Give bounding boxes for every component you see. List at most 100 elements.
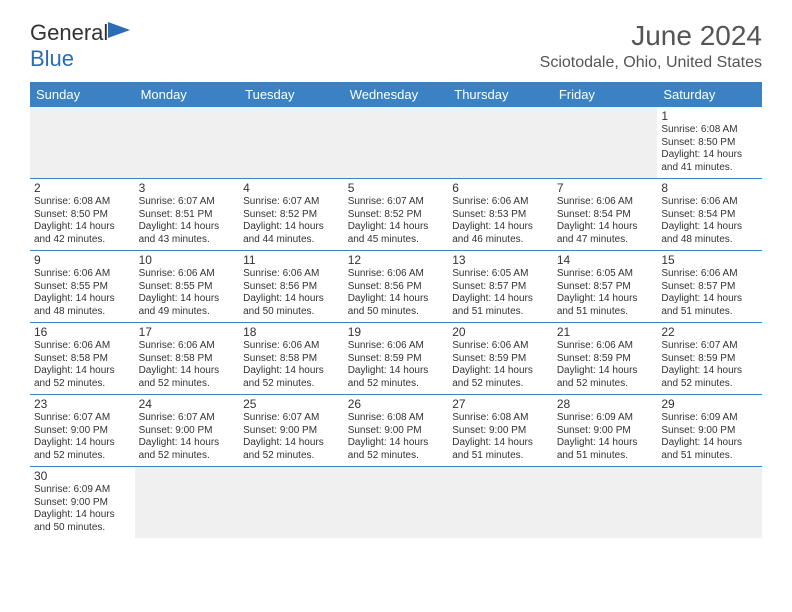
day-number: 18 [243, 325, 340, 339]
day-info: Sunrise: 6:08 AMSunset: 9:00 PMDaylight:… [348, 412, 445, 462]
day-info: Sunrise: 6:06 AMSunset: 8:58 PMDaylight:… [34, 340, 131, 390]
calendar-cell [553, 467, 658, 539]
logo-word2: Blue [30, 46, 74, 71]
day-number: 1 [661, 109, 758, 123]
day-number: 2 [34, 181, 131, 195]
calendar-cell: 22Sunrise: 6:07 AMSunset: 8:59 PMDayligh… [657, 323, 762, 395]
calendar-cell [135, 467, 240, 539]
calendar-cell: 1Sunrise: 6:08 AMSunset: 8:50 PMDaylight… [657, 107, 762, 179]
day-info: Sunrise: 6:07 AMSunset: 8:51 PMDaylight:… [139, 196, 236, 246]
calendar-cell [448, 467, 553, 539]
logo-text: GeneralBlue [30, 20, 132, 72]
day-info: Sunrise: 6:06 AMSunset: 8:59 PMDaylight:… [452, 340, 549, 390]
day-info: Sunrise: 6:06 AMSunset: 8:54 PMDaylight:… [557, 196, 654, 246]
day-info: Sunrise: 6:06 AMSunset: 8:56 PMDaylight:… [348, 268, 445, 318]
calendar-cell: 9Sunrise: 6:06 AMSunset: 8:55 PMDaylight… [30, 251, 135, 323]
calendar-cell: 21Sunrise: 6:06 AMSunset: 8:59 PMDayligh… [553, 323, 658, 395]
calendar-cell: 29Sunrise: 6:09 AMSunset: 9:00 PMDayligh… [657, 395, 762, 467]
calendar-cell: 14Sunrise: 6:05 AMSunset: 8:57 PMDayligh… [553, 251, 658, 323]
day-info: Sunrise: 6:07 AMSunset: 9:00 PMDaylight:… [139, 412, 236, 462]
calendar-cell: 23Sunrise: 6:07 AMSunset: 9:00 PMDayligh… [30, 395, 135, 467]
day-number: 24 [139, 397, 236, 411]
calendar-cell [239, 107, 344, 179]
day-info: Sunrise: 6:07 AMSunset: 8:52 PMDaylight:… [243, 196, 340, 246]
calendar-cell [344, 107, 449, 179]
calendar-row: 9Sunrise: 6:06 AMSunset: 8:55 PMDaylight… [30, 251, 762, 323]
calendar-cell: 17Sunrise: 6:06 AMSunset: 8:58 PMDayligh… [135, 323, 240, 395]
calendar-cell [657, 467, 762, 539]
day-info: Sunrise: 6:07 AMSunset: 8:59 PMDaylight:… [661, 340, 758, 390]
day-header: Monday [135, 82, 240, 107]
location-text: Sciotodale, Ohio, United States [540, 54, 762, 72]
day-info: Sunrise: 6:08 AMSunset: 9:00 PMDaylight:… [452, 412, 549, 462]
calendar-cell [135, 107, 240, 179]
flag-icon [108, 20, 132, 40]
day-number: 7 [557, 181, 654, 195]
day-number: 20 [452, 325, 549, 339]
day-header: Tuesday [239, 82, 344, 107]
day-number: 5 [348, 181, 445, 195]
day-info: Sunrise: 6:06 AMSunset: 8:58 PMDaylight:… [243, 340, 340, 390]
day-info: Sunrise: 6:07 AMSunset: 9:00 PMDaylight:… [243, 412, 340, 462]
day-info: Sunrise: 6:06 AMSunset: 8:59 PMDaylight:… [557, 340, 654, 390]
day-number: 4 [243, 181, 340, 195]
calendar-row: 23Sunrise: 6:07 AMSunset: 9:00 PMDayligh… [30, 395, 762, 467]
day-header: Sunday [30, 82, 135, 107]
calendar-cell: 10Sunrise: 6:06 AMSunset: 8:55 PMDayligh… [135, 251, 240, 323]
day-number: 27 [452, 397, 549, 411]
calendar-cell: 2Sunrise: 6:08 AMSunset: 8:50 PMDaylight… [30, 179, 135, 251]
day-number: 6 [452, 181, 549, 195]
day-header: Thursday [448, 82, 553, 107]
day-number: 9 [34, 253, 131, 267]
day-number: 16 [34, 325, 131, 339]
day-number: 8 [661, 181, 758, 195]
day-info: Sunrise: 6:06 AMSunset: 8:57 PMDaylight:… [661, 268, 758, 318]
day-number: 3 [139, 181, 236, 195]
calendar-cell: 16Sunrise: 6:06 AMSunset: 8:58 PMDayligh… [30, 323, 135, 395]
calendar-cell: 3Sunrise: 6:07 AMSunset: 8:51 PMDaylight… [135, 179, 240, 251]
day-number: 29 [661, 397, 758, 411]
logo: GeneralBlue [30, 20, 132, 72]
calendar-cell: 27Sunrise: 6:08 AMSunset: 9:00 PMDayligh… [448, 395, 553, 467]
day-number: 17 [139, 325, 236, 339]
day-number: 25 [243, 397, 340, 411]
day-number: 21 [557, 325, 654, 339]
calendar-cell: 7Sunrise: 6:06 AMSunset: 8:54 PMDaylight… [553, 179, 658, 251]
day-number: 10 [139, 253, 236, 267]
calendar-row: 16Sunrise: 6:06 AMSunset: 8:58 PMDayligh… [30, 323, 762, 395]
day-number: 15 [661, 253, 758, 267]
day-info: Sunrise: 6:06 AMSunset: 8:56 PMDaylight:… [243, 268, 340, 318]
day-number: 19 [348, 325, 445, 339]
day-info: Sunrise: 6:09 AMSunset: 9:00 PMDaylight:… [34, 484, 131, 534]
day-info: Sunrise: 6:07 AMSunset: 9:00 PMDaylight:… [34, 412, 131, 462]
day-info: Sunrise: 6:09 AMSunset: 9:00 PMDaylight:… [661, 412, 758, 462]
day-info: Sunrise: 6:07 AMSunset: 8:52 PMDaylight:… [348, 196, 445, 246]
calendar-cell: 8Sunrise: 6:06 AMSunset: 8:54 PMDaylight… [657, 179, 762, 251]
calendar-row: 2Sunrise: 6:08 AMSunset: 8:50 PMDaylight… [30, 179, 762, 251]
day-info: Sunrise: 6:05 AMSunset: 8:57 PMDaylight:… [557, 268, 654, 318]
day-info: Sunrise: 6:05 AMSunset: 8:57 PMDaylight:… [452, 268, 549, 318]
calendar-row: 1Sunrise: 6:08 AMSunset: 8:50 PMDaylight… [30, 107, 762, 179]
day-info: Sunrise: 6:06 AMSunset: 8:55 PMDaylight:… [139, 268, 236, 318]
calendar-cell: 11Sunrise: 6:06 AMSunset: 8:56 PMDayligh… [239, 251, 344, 323]
day-number: 14 [557, 253, 654, 267]
calendar-cell: 30Sunrise: 6:09 AMSunset: 9:00 PMDayligh… [30, 467, 135, 539]
calendar-cell: 28Sunrise: 6:09 AMSunset: 9:00 PMDayligh… [553, 395, 658, 467]
day-info: Sunrise: 6:06 AMSunset: 8:55 PMDaylight:… [34, 268, 131, 318]
day-number: 12 [348, 253, 445, 267]
calendar-cell: 6Sunrise: 6:06 AMSunset: 8:53 PMDaylight… [448, 179, 553, 251]
calendar-cell: 20Sunrise: 6:06 AMSunset: 8:59 PMDayligh… [448, 323, 553, 395]
logo-word1: General [30, 20, 108, 45]
day-info: Sunrise: 6:06 AMSunset: 8:59 PMDaylight:… [348, 340, 445, 390]
calendar-cell: 18Sunrise: 6:06 AMSunset: 8:58 PMDayligh… [239, 323, 344, 395]
day-info: Sunrise: 6:08 AMSunset: 8:50 PMDaylight:… [34, 196, 131, 246]
calendar-cell [553, 107, 658, 179]
day-number: 26 [348, 397, 445, 411]
calendar-cell: 4Sunrise: 6:07 AMSunset: 8:52 PMDaylight… [239, 179, 344, 251]
day-number: 28 [557, 397, 654, 411]
day-info: Sunrise: 6:08 AMSunset: 8:50 PMDaylight:… [661, 124, 758, 174]
day-info: Sunrise: 6:06 AMSunset: 8:53 PMDaylight:… [452, 196, 549, 246]
calendar-cell [30, 107, 135, 179]
title-area: June 2024 Sciotodale, Ohio, United State… [540, 20, 762, 72]
calendar-body: 1Sunrise: 6:08 AMSunset: 8:50 PMDaylight… [30, 107, 762, 538]
